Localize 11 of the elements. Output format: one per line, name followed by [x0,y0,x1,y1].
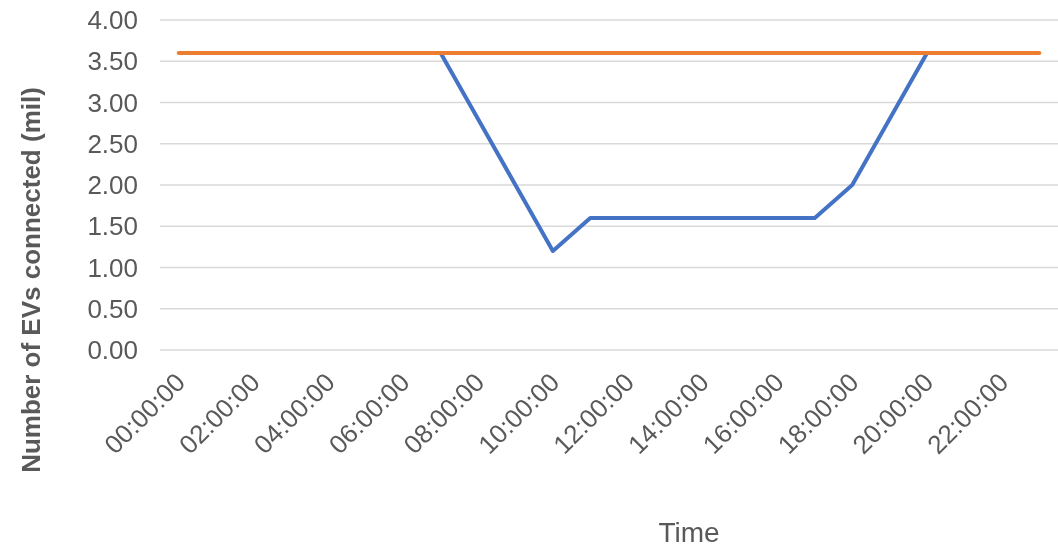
y-tick-label: 1.50 [87,211,138,242]
y-tick-label: 3.50 [87,46,138,77]
y-tick-label: 4.00 [87,5,138,36]
y-tick-label: 0.50 [87,293,138,324]
y-axis-title: Number of EVs connected (mil) [16,87,46,473]
y-tick-label: 2.00 [87,170,138,201]
y-tick-label: 1.00 [87,252,138,283]
x-axis-title: Time [658,517,720,548]
y-tick-label: 2.50 [87,128,138,159]
y-tick-label: 0.00 [87,335,138,366]
y-tick-label: 3.00 [87,87,138,118]
